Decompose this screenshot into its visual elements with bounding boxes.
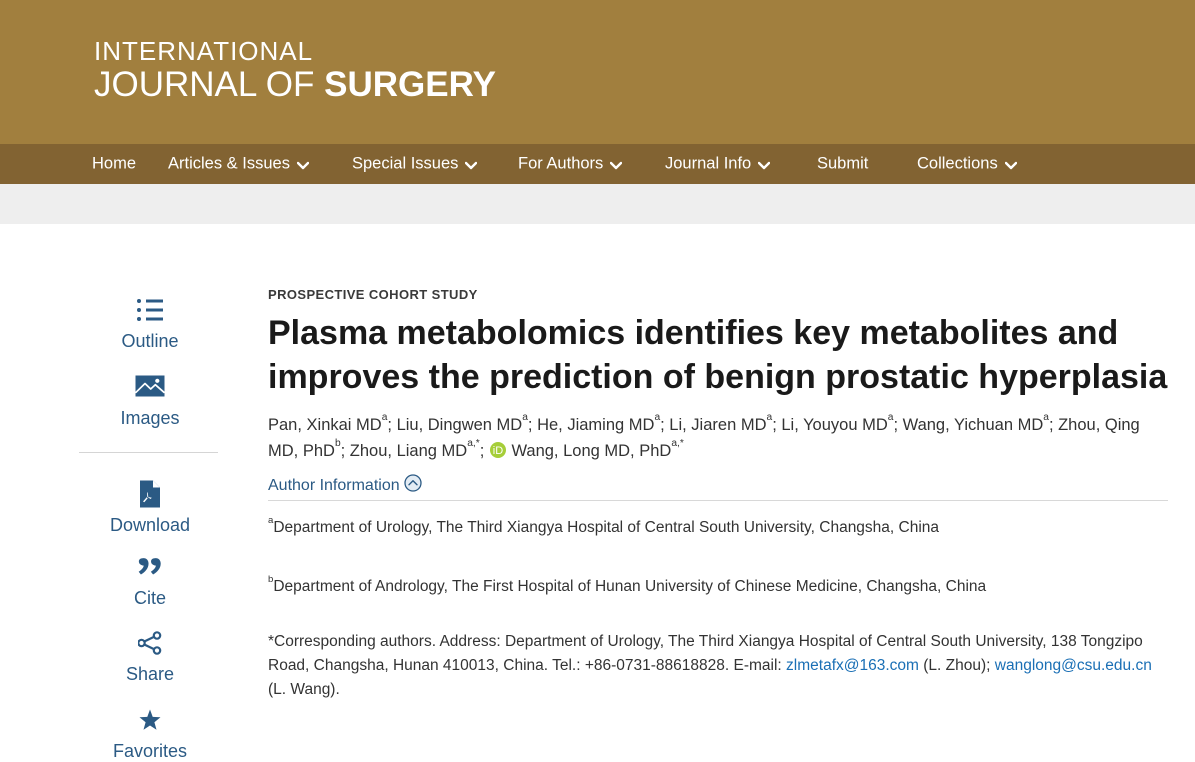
svg-text:iD: iD xyxy=(493,444,503,456)
